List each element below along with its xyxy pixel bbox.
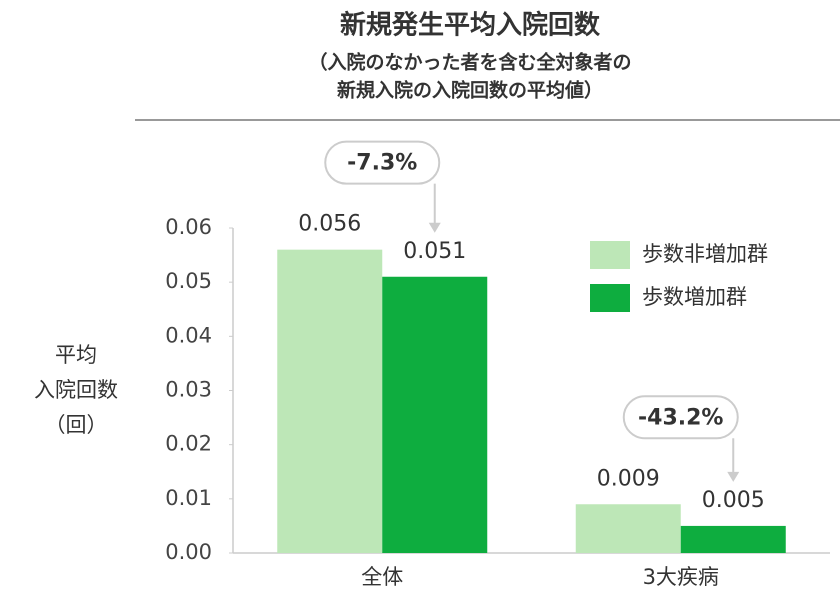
legend-label: 歩数非増加群 <box>642 242 768 266</box>
legend-swatch <box>590 241 630 269</box>
value-label: 0.005 <box>702 488 765 513</box>
arrow-head <box>428 222 441 233</box>
annotation-bubble <box>324 140 441 185</box>
bar <box>277 249 383 553</box>
value-label: 0.056 <box>298 212 361 237</box>
y-axis-label: 平均 <box>55 343 97 367</box>
legend-label: 歩数増加群 <box>642 285 747 309</box>
y-axis-label: （回） <box>45 413 108 437</box>
y-tick-label: 0.04 <box>165 323 212 347</box>
arrow-head <box>727 471 740 482</box>
legend-swatch <box>590 284 630 312</box>
y-tick-label: 0.01 <box>165 486 212 510</box>
y-tick-label: 0.05 <box>165 269 212 293</box>
bar <box>382 276 488 553</box>
annotation: -43.2% <box>638 405 723 430</box>
y-tick-label: 0.02 <box>165 432 212 456</box>
chart-subtitle: （入院のなかった者を含む全対象者の <box>308 51 631 74</box>
y-tick-label: 0.03 <box>165 378 212 402</box>
chart-subtitle: 新規入院の入院回数の平均値） <box>337 79 603 102</box>
chart-title: 新規発生平均入院回数 <box>340 10 601 41</box>
annotation: -7.3% <box>347 151 417 176</box>
x-tick-label: 全体 <box>361 565 403 589</box>
annotation-bubble <box>622 395 739 440</box>
bar <box>680 525 786 553</box>
value-label: 0.009 <box>597 466 660 491</box>
y-tick-label: 0.00 <box>165 540 212 564</box>
y-axis-label: 入院回数 <box>34 378 118 402</box>
y-tick-label: 0.06 <box>165 215 212 239</box>
value-label: 0.051 <box>403 239 466 264</box>
x-tick-label: 3大疾病 <box>643 565 719 589</box>
bar <box>575 504 681 553</box>
